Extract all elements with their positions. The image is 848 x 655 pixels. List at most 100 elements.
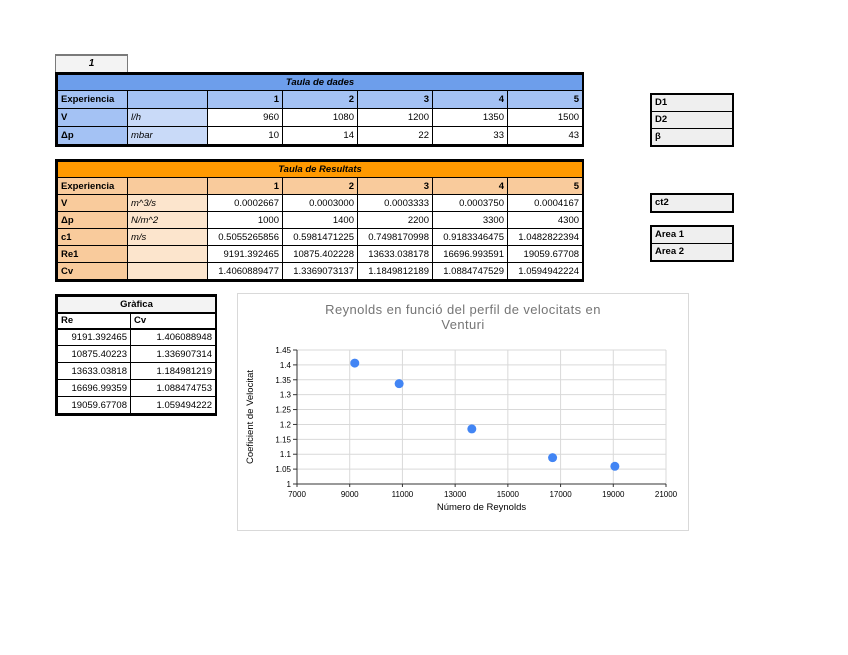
value-cell[interactable]: 14	[282, 126, 358, 145]
value-cell[interactable]: 19059.67708	[506, 245, 584, 263]
side-label-cell[interactable]: Area 2	[652, 243, 732, 260]
x-axis-tick-label: 11000	[392, 490, 414, 499]
row-label-cell[interactable]: c1	[57, 228, 128, 246]
row-unit-cell[interactable]	[127, 245, 208, 263]
grafica-value-cell[interactable]: 1.059494222	[130, 396, 216, 414]
value-cell[interactable]: 1.0884747529	[432, 262, 508, 280]
header-label-cell[interactable]: Experiencia	[57, 177, 128, 195]
value-cell[interactable]: 1000	[207, 211, 283, 229]
header-value-cell[interactable]: 4	[432, 90, 508, 109]
header-value-cell[interactable]: 5	[506, 90, 584, 109]
value-cell[interactable]: 0.0002667	[207, 194, 283, 212]
value-cell[interactable]: 1.1849812189	[357, 262, 433, 280]
scatter-chart[interactable]: Reynolds en funció del perfil de velocit…	[237, 293, 689, 531]
value-cell[interactable]: 33	[432, 126, 508, 145]
x-axis-tick-label: 21000	[655, 490, 678, 499]
value-cell[interactable]: 2200	[357, 211, 433, 229]
value-cell[interactable]: 9191.392465	[207, 245, 283, 263]
grafica-header-cell[interactable]: Re	[57, 312, 131, 330]
value-cell[interactable]: 3300	[432, 211, 508, 229]
header-value-cell[interactable]: 5	[506, 177, 584, 195]
scatter-point[interactable]	[467, 424, 477, 434]
header-value-cell[interactable]: 3	[357, 177, 433, 195]
value-cell[interactable]: 1400	[282, 211, 358, 229]
header-value-cell[interactable]: 2	[282, 90, 358, 109]
row-label-cell[interactable]: V	[57, 194, 128, 212]
grafica-value-cell[interactable]: 9191.392465	[57, 328, 131, 346]
value-cell[interactable]: 0.7498170998	[357, 228, 433, 246]
grafica-title-row: Gràfica	[57, 296, 216, 314]
header-value-cell[interactable]: 1	[207, 90, 283, 109]
row-label-cell[interactable]: Cv	[57, 262, 128, 280]
value-cell[interactable]: 4300	[506, 211, 584, 229]
value-cell[interactable]: 0.0003000	[282, 194, 358, 212]
value-cell[interactable]: 1.4060889477	[207, 262, 283, 280]
side-label-cell[interactable]: D2	[652, 111, 732, 128]
value-cell[interactable]: 0.0004167	[506, 194, 584, 212]
value-cell[interactable]: 1500	[506, 108, 584, 127]
row-label-cell[interactable]: V	[57, 108, 128, 127]
row-label-cell[interactable]: Δp	[57, 211, 128, 229]
scatter-point[interactable]	[548, 453, 558, 463]
y-axis-tick-label: 1.05	[275, 465, 291, 474]
side-label-cell[interactable]: ct2	[655, 197, 669, 208]
row-unit-cell[interactable]: mbar	[127, 126, 208, 145]
scatter-point[interactable]	[610, 461, 620, 471]
grafica-value-cell[interactable]: 1.336907314	[130, 345, 216, 363]
header-unit-cell[interactable]	[127, 90, 208, 109]
grafica-value-cell[interactable]: 13633.03818	[57, 362, 131, 380]
scatter-point[interactable]	[394, 379, 404, 389]
row-label-cell[interactable]: Δp	[57, 126, 128, 145]
table-title-cell[interactable]: Taula de Resultats	[56, 161, 584, 178]
header-label-cell[interactable]: Experiencia	[57, 90, 128, 109]
header-unit-cell[interactable]	[127, 177, 208, 195]
grafica-value-cell[interactable]: 19059.67708	[57, 396, 131, 414]
row-unit-cell[interactable]	[127, 262, 208, 280]
side-label-cell[interactable]: Area 1	[655, 229, 685, 240]
header-value-cell[interactable]: 4	[432, 177, 508, 195]
value-cell[interactable]: 0.0003333	[357, 194, 433, 212]
value-cell[interactable]: 1080	[282, 108, 358, 127]
value-cell[interactable]: 13633.038178	[357, 245, 433, 263]
value-cell[interactable]: 0.0003750	[432, 194, 508, 212]
value-cell[interactable]: 10	[207, 126, 283, 145]
value-cell[interactable]: 1.0482822394	[506, 228, 584, 246]
value-cell[interactable]: 1350	[432, 108, 508, 127]
y-axis-tick-label: 1.35	[275, 376, 291, 385]
value-cell[interactable]: 960	[207, 108, 283, 127]
grafica-title-cell[interactable]: Gràfica	[57, 296, 216, 314]
row-unit-cell[interactable]: l/h	[127, 108, 208, 127]
value-cell[interactable]: 1.3369073137	[282, 262, 358, 280]
value-cell[interactable]: 1.0594942224	[506, 262, 584, 280]
header-value-cell[interactable]: 2	[282, 177, 358, 195]
header-value-cell[interactable]: 3	[357, 90, 433, 109]
grafica-value-cell[interactable]: 10875.40223	[57, 345, 131, 363]
row-unit-cell[interactable]: m/s	[127, 228, 208, 246]
value-cell[interactable]: 0.9183346475	[432, 228, 508, 246]
grafica-header-cell[interactable]: Cv	[130, 312, 216, 330]
grafica-value-cell[interactable]: 1.088474753	[130, 379, 216, 397]
value-cell[interactable]: 22	[357, 126, 433, 145]
value-cell[interactable]: 0.5055265856	[207, 228, 283, 246]
row-unit-cell[interactable]: m^3/s	[127, 194, 208, 212]
side-label-cell[interactable]: D1	[655, 97, 668, 108]
side-label-cell[interactable]: β	[652, 128, 732, 145]
row-label-cell[interactable]: Re1	[57, 245, 128, 263]
table-title-cell[interactable]: Taula de dades	[56, 74, 584, 91]
y-axis-tick-label: 1.15	[275, 435, 291, 444]
value-cell[interactable]: 0.5981471225	[282, 228, 358, 246]
grafica-value-cell[interactable]: 1.184981219	[130, 362, 216, 380]
cell-ref[interactable]: 1	[55, 54, 128, 73]
value-cell[interactable]: 43	[506, 126, 584, 145]
value-cell[interactable]: 1200	[357, 108, 433, 127]
value-cell[interactable]: 10875.402228	[282, 245, 358, 263]
value-cell[interactable]: 16696.993591	[432, 245, 508, 263]
row-unit-cell[interactable]: N/m^2	[127, 211, 208, 229]
grafica-value-cell[interactable]: 16696.99359	[57, 379, 131, 397]
scatter-point[interactable]	[350, 358, 360, 368]
grafica-value-cell[interactable]: 1.406088948	[130, 328, 216, 346]
header-value-cell[interactable]: 1	[207, 177, 283, 195]
